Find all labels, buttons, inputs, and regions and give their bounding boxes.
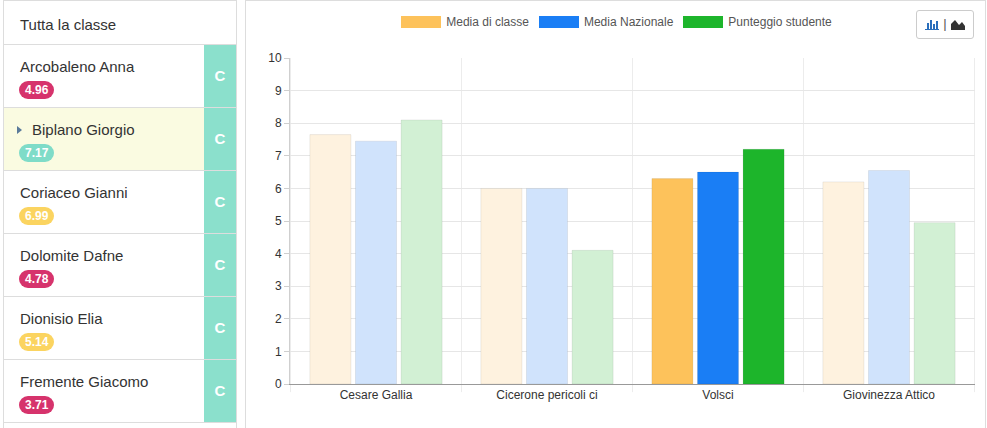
html-text:C: C xyxy=(214,67,226,84)
svg-text:6: 6 xyxy=(275,182,282,196)
svg-text:1: 1 xyxy=(275,345,282,359)
html-text:Biplano Giorgio: Biplano Giorgio xyxy=(32,121,135,138)
html-text:Media Nazionale: Media Nazionale xyxy=(584,15,674,29)
svg-text:4: 4 xyxy=(275,247,282,261)
html-text:7.17: 7.17 xyxy=(25,146,49,160)
html-text:C: C xyxy=(214,256,226,273)
svg-text:9: 9 xyxy=(275,84,282,98)
svg-text:Cicerone pericoli ci: Cicerone pericoli ci xyxy=(496,388,597,402)
html-text:Punteggio studente: Punteggio studente xyxy=(728,15,832,29)
svg-text:Cesare Gallia: Cesare Gallia xyxy=(340,388,413,402)
svg-text:Volsci: Volsci xyxy=(702,388,733,402)
svg-text:2: 2 xyxy=(275,312,282,326)
html-text:Dolomite Dafne: Dolomite Dafne xyxy=(20,247,124,264)
html-text:Arcobaleno Anna: Arcobaleno Anna xyxy=(20,58,135,75)
html-text:5.14: 5.14 xyxy=(25,335,49,349)
svg-text:Giovinezza Attico: Giovinezza Attico xyxy=(843,388,935,402)
svg-text:10: 10 xyxy=(268,51,282,65)
svg-text:5: 5 xyxy=(275,214,282,228)
svg-text:0: 0 xyxy=(275,377,282,391)
html-text:Coriaceo Gianni: Coriaceo Gianni xyxy=(20,184,128,201)
html-text:Fremente Giacomo: Fremente Giacomo xyxy=(20,373,149,390)
svg-text:7: 7 xyxy=(275,149,282,163)
html-text:C: C xyxy=(214,319,226,336)
svg-text:8: 8 xyxy=(275,116,282,130)
html-text:4.96: 4.96 xyxy=(25,83,49,97)
html-text:6.99: 6.99 xyxy=(25,209,49,223)
svg-text:3: 3 xyxy=(275,279,282,293)
html-text:C: C xyxy=(214,193,226,210)
html-text:Media di classe: Media di classe xyxy=(446,15,529,29)
html-text:C: C xyxy=(214,130,226,147)
html-text:3.71: 3.71 xyxy=(25,398,49,412)
html-text:4.78: 4.78 xyxy=(25,272,49,286)
html-text:Tutta la classe: Tutta la classe xyxy=(20,16,117,33)
html-text:C: C xyxy=(214,382,226,399)
html-text:Dionisio Elia: Dionisio Elia xyxy=(20,310,103,327)
